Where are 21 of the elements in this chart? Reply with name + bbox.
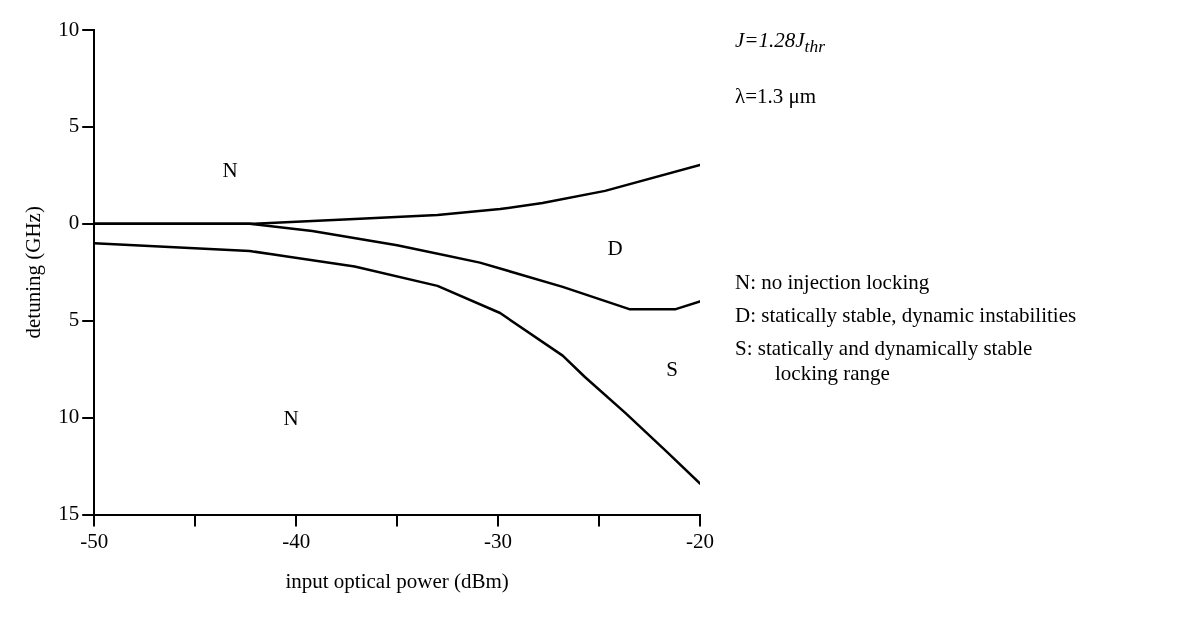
x-tick-label: -20: [686, 528, 714, 553]
annotation: N: [222, 157, 238, 183]
y-tick-label: 0: [68, 210, 80, 235]
x-tick-label: -30: [484, 528, 513, 553]
x-tick-label: -50: [80, 528, 109, 553]
y-tick-label: 5: [68, 113, 80, 138]
annotation: D: [607, 235, 623, 261]
text: J=1.28J$_{thr}$: [735, 28, 825, 58]
y-tick-label: 10: [58, 16, 80, 41]
x-tick-label: -40: [282, 528, 311, 553]
y-axis-title: detuning (GHz): [21, 206, 46, 339]
y-tick-label: 5: [68, 307, 80, 332]
annotation: S: [666, 356, 678, 382]
y-tick-label: 15: [58, 501, 80, 526]
annotation: N: [283, 405, 299, 431]
y-tick-label: 10: [58, 404, 80, 429]
x-axis-title: input optical power (dBm): [285, 568, 509, 593]
text: λ=1.3 μm: [735, 84, 817, 109]
text: N: no injection locking: [735, 270, 931, 295]
text: S: statically and dynamically stable locking range: [735, 336, 1034, 386]
text: D: statically stable, dynamic instabilities: [735, 303, 1078, 328]
